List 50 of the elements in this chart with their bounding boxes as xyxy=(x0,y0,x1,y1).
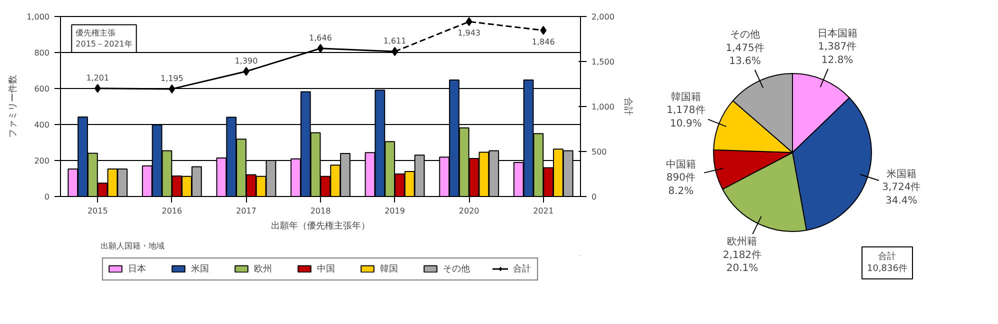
x-tick-label: 2021 xyxy=(533,206,554,216)
slice-label: その他 xyxy=(730,28,760,41)
text: 合計 10,836件 xyxy=(866,250,908,274)
y-tick-label: 400 xyxy=(34,120,50,130)
legend-label: 欧州 xyxy=(254,263,273,275)
y2-tick-label: 0 xyxy=(592,192,597,202)
data-label: 2,182件 20.1% xyxy=(722,250,762,274)
annotation: 優先権主張 2015－2021年 xyxy=(76,28,132,48)
data-label: 1,611 xyxy=(383,36,406,46)
legend-label: その他 xyxy=(443,263,470,275)
y-tick-label: 800 xyxy=(34,48,50,58)
y-tick-label: 1,000 xyxy=(26,12,50,22)
slice-label: 韓国籍 xyxy=(670,90,701,103)
y2-tick-label: 2,000 xyxy=(592,12,614,22)
y-tick-label: 200 xyxy=(34,156,50,166)
x-tick-label: 2017 xyxy=(236,206,256,216)
data-label: 1,390 xyxy=(234,56,258,66)
y2-axis-title: 合計 xyxy=(622,98,634,116)
legend-label: 日本 xyxy=(128,263,147,275)
x-tick-label: 2015 xyxy=(87,206,108,216)
slice-label: 中国籍 xyxy=(666,158,696,170)
data-label: 1,201 xyxy=(86,73,110,82)
y2-tick-label: 1,000 xyxy=(592,102,614,112)
y2-tick-label: 500 xyxy=(592,148,607,156)
slice-label: 日本国籍 xyxy=(817,27,858,40)
legend-label: 合計 xyxy=(513,263,532,275)
legend-label: 米国 xyxy=(191,263,210,275)
slice-label: 欧州籍 xyxy=(727,236,758,248)
x-axis-title: 出願年（優先権主張年） xyxy=(271,220,370,232)
data-label: 1,475件 13.6% xyxy=(726,42,764,68)
data-label: 3,724件 34.4% xyxy=(882,182,921,206)
legend-label: 韓国 xyxy=(380,263,399,275)
y2-tick-label: 1,500 xyxy=(592,58,614,66)
y-tick-label: 600 xyxy=(34,84,50,94)
data-label: 1,943 xyxy=(458,28,481,38)
data-label: 1,846 xyxy=(532,37,555,46)
y-tick-label: 0 xyxy=(44,192,50,202)
legend-label: 中国 xyxy=(317,263,336,275)
legend-title: 出願人国籍・地域 xyxy=(100,242,164,250)
data-label: 1,646 xyxy=(309,33,332,42)
data-label: 1,387件 12.8% xyxy=(818,42,857,66)
data-label: 890件 8.2% xyxy=(666,172,696,197)
data-label: 1,195 xyxy=(160,74,184,83)
data-label: 1,178件 10.9% xyxy=(666,105,706,130)
y-axis-title: ファミリー件数 xyxy=(8,75,19,138)
x-tick-label: 2020 xyxy=(458,206,480,216)
x-tick-label: 2019 xyxy=(384,206,405,216)
x-tick-label: 2016 xyxy=(162,206,182,216)
x-tick-label: 2018 xyxy=(310,206,331,216)
slice-label: 米国籍 xyxy=(886,168,916,180)
